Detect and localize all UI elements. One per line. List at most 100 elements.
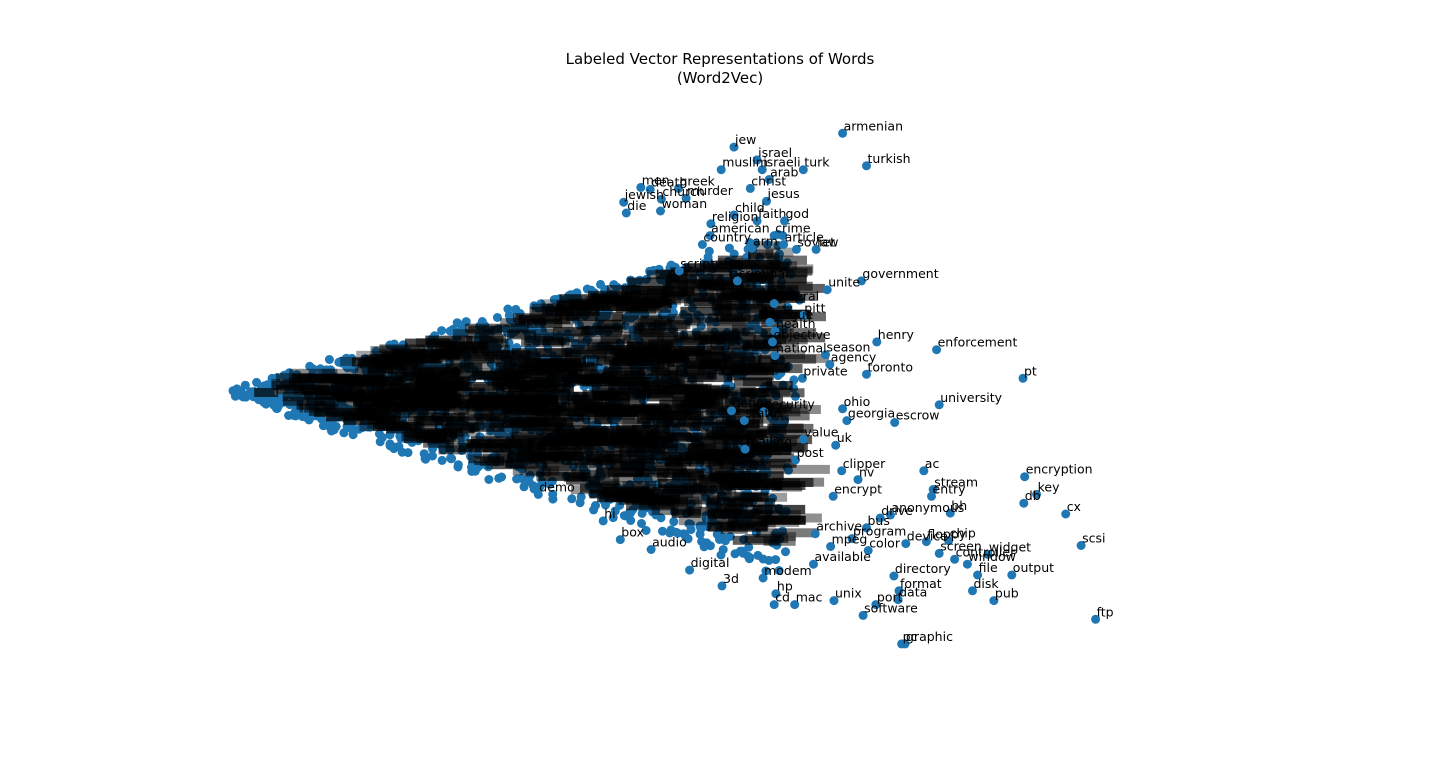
data-point-demo xyxy=(533,489,543,499)
overlapping-label-mark xyxy=(475,412,503,422)
overlapping-label-mark xyxy=(675,443,706,453)
overlapping-label-mark xyxy=(715,503,744,513)
data-point-arm xyxy=(747,243,757,253)
data-point-modem xyxy=(758,573,768,583)
point-label-escrow: escrow xyxy=(896,408,940,423)
data-point-crime xyxy=(769,231,779,241)
data-point-pub xyxy=(989,596,999,606)
overlapping-label-mark xyxy=(754,241,780,251)
overlapping-label-mark xyxy=(578,335,620,345)
point-label-israel: israel xyxy=(758,145,792,160)
overlapping-label-mark xyxy=(484,371,518,381)
overlapping-label-mark xyxy=(761,318,798,328)
data-point-db xyxy=(1019,498,1029,508)
overlapping-label-mark xyxy=(620,374,682,384)
overlapping-label-mark xyxy=(676,362,738,372)
point-label-country: country xyxy=(703,230,751,245)
overlapping-label-mark xyxy=(580,483,618,493)
overlapping-label-mark xyxy=(680,287,726,297)
overlapping-label-mark xyxy=(640,384,673,394)
overlapping-label-mark xyxy=(757,504,783,513)
data-point-post xyxy=(791,455,801,465)
overlapping-label-mark xyxy=(524,400,550,409)
point-label-muslim: muslim xyxy=(722,155,768,170)
point-label-program: program xyxy=(853,524,906,539)
data-point-israel xyxy=(752,155,762,165)
point-label-screen: screen xyxy=(940,538,982,553)
overlapping-label-mark xyxy=(442,363,471,373)
data-point-church xyxy=(656,194,666,204)
point-label-clipper: clipper xyxy=(843,456,886,471)
cloud-point xyxy=(761,566,771,576)
data-point-archive xyxy=(810,529,820,539)
overlapping-label-mark xyxy=(503,404,564,414)
overlapping-label-mark xyxy=(707,515,739,525)
overlapping-label-mark xyxy=(562,407,624,417)
overlapping-label-mark xyxy=(722,473,761,483)
data-point-turkish xyxy=(862,161,871,171)
data-point-university xyxy=(934,400,944,410)
overlapping-label-mark xyxy=(514,380,560,389)
overlapping-label-mark xyxy=(555,394,585,404)
data-point-stream xyxy=(928,485,938,494)
cloud-point xyxy=(357,423,367,433)
overlapping-label-mark xyxy=(568,398,630,408)
overlapping-label-mark xyxy=(717,492,763,502)
overlapping-label-mark xyxy=(500,318,526,328)
cloud-point xyxy=(457,320,467,330)
overlapping-label-mark xyxy=(612,407,640,417)
cloud-point xyxy=(704,246,714,256)
cloud-point xyxy=(778,231,788,241)
data-point-output xyxy=(1007,570,1017,580)
point-label-software: software xyxy=(864,600,918,615)
overlapping-label-mark xyxy=(746,437,797,447)
cloud-point xyxy=(421,454,431,464)
overlapping-label-mark xyxy=(757,355,784,365)
data-point-ohio xyxy=(838,404,848,414)
data-point-mailing xyxy=(740,444,750,454)
chart-subtitle: (Word2Vec) xyxy=(676,69,764,87)
cloud-point xyxy=(453,460,463,470)
overlapping-label-mark xyxy=(625,355,671,365)
overlapping-label-mark xyxy=(480,338,509,348)
overlapping-label-mark xyxy=(647,392,703,402)
overlapping-label-mark xyxy=(672,470,705,480)
data-point-criminal xyxy=(732,276,742,286)
overlapping-label-mark xyxy=(761,492,788,502)
point-label-jesus: jesus xyxy=(767,186,800,201)
overlapping-label-mark xyxy=(289,368,338,378)
data-point-value xyxy=(798,434,808,444)
overlapping-label-mark xyxy=(441,382,504,391)
data-point-widget xyxy=(983,549,993,559)
point-label-pt: pt xyxy=(1024,363,1037,378)
overlapping-label-mark xyxy=(498,374,556,384)
overlapping-label-mark xyxy=(495,450,530,460)
point-label-available: available xyxy=(815,549,872,564)
overlapping-label-mark xyxy=(535,348,568,358)
overlapping-label-mark xyxy=(759,350,806,360)
overlapping-label-mark xyxy=(472,371,526,381)
point-label-american: american xyxy=(711,221,770,236)
point-label-enforcement: enforcement xyxy=(938,335,1018,350)
data-point-encrypt xyxy=(828,491,838,501)
overlapping-label-mark xyxy=(677,279,735,289)
point-label-nv: nv xyxy=(859,465,875,480)
overlapping-label-mark xyxy=(506,369,559,379)
cloud-point xyxy=(674,338,684,348)
point-label-hi: hi xyxy=(604,506,615,521)
cloud-point xyxy=(737,546,747,556)
overlapping-label-mark xyxy=(690,435,755,445)
overlapping-label-mark xyxy=(512,436,547,446)
cloud-point xyxy=(497,472,507,482)
overlapping-label-mark xyxy=(426,341,457,350)
overlapping-label-mark xyxy=(313,397,373,407)
data-point-entry xyxy=(927,491,936,501)
overlapping-label-mark xyxy=(567,369,618,379)
data-point-software xyxy=(858,610,868,620)
overlapping-label-mark xyxy=(299,403,339,413)
overlapping-label-mark xyxy=(629,451,671,461)
overlapping-label-mark xyxy=(533,358,581,368)
data-point-device xyxy=(901,539,911,549)
overlapping-label-mark xyxy=(675,403,724,413)
cloud-point xyxy=(743,551,753,561)
